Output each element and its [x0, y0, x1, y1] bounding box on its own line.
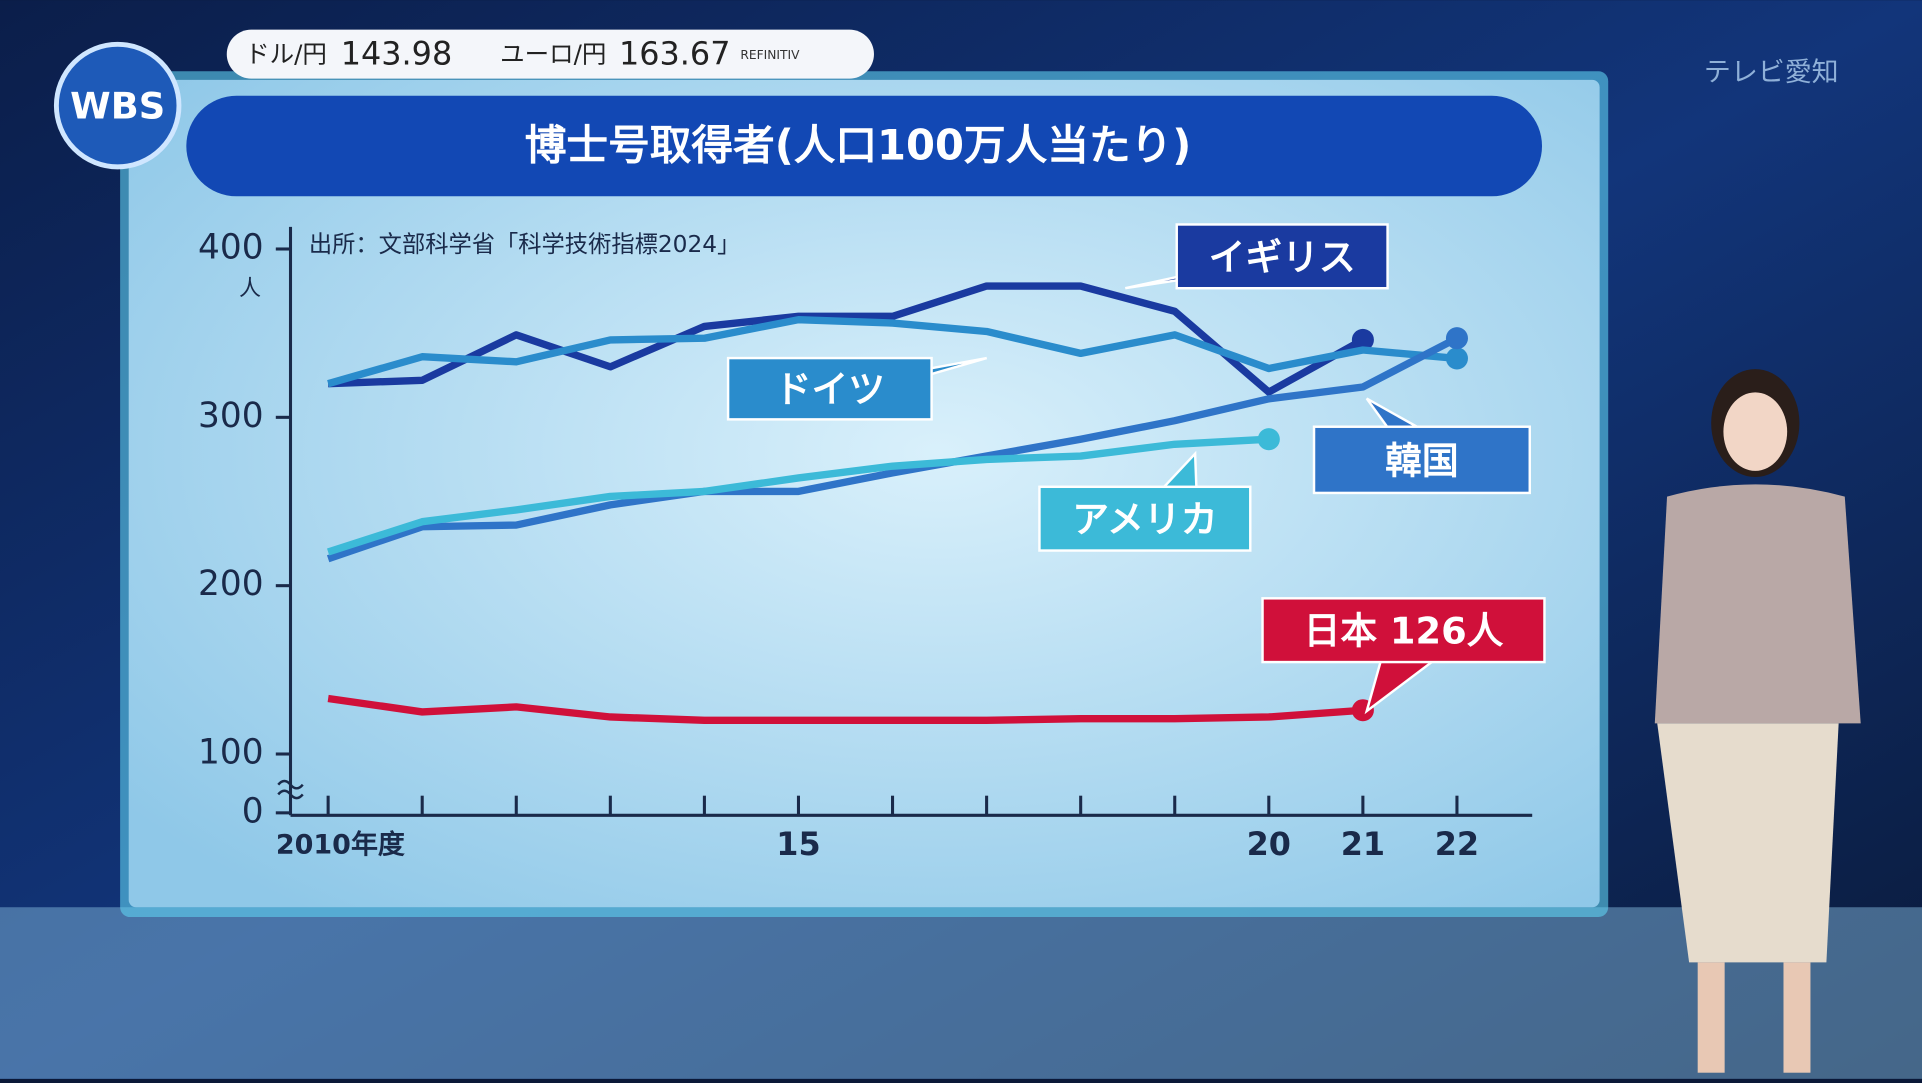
- y-tick-label: 400: [198, 227, 264, 267]
- callout-box: [1175, 223, 1389, 290]
- axis-break: [277, 779, 304, 800]
- ticker-value: 163.67: [619, 34, 730, 72]
- series-line: [328, 282, 1365, 396]
- source-note: 出所：文部科学省「科学技術指標2024」: [309, 231, 740, 258]
- logo: WBS: [70, 85, 165, 128]
- series-line: [327, 316, 1458, 388]
- y-tick-label: 100: [198, 733, 264, 773]
- ticker-label: ユーロ/円: [500, 39, 606, 68]
- station-logo: テレビ愛知: [1704, 57, 1839, 88]
- legend-name: ドイツ: [775, 368, 885, 411]
- x-tick-label: 2010年度: [276, 828, 405, 860]
- y-tick-label: 200: [198, 564, 264, 604]
- x-tick-label: 22: [1435, 825, 1479, 863]
- y-unit: 人: [239, 276, 261, 301]
- chart-title: 博士号取得者(人口100万人当たり): [525, 120, 1192, 169]
- value-label: 126人: [1390, 609, 1504, 652]
- callout-box: [1038, 485, 1252, 552]
- series-line: [326, 334, 1459, 563]
- legend-label: イギリス: [1209, 235, 1356, 278]
- ticker-source: REFINITIV: [740, 48, 800, 62]
- ticker-label: ドル/円: [245, 39, 327, 68]
- series-line: [327, 694, 1364, 725]
- y-tick-label: 300: [198, 396, 264, 436]
- floor: [0, 907, 1922, 1079]
- series-line: [327, 435, 1270, 556]
- legend-label: ドイツ: [775, 368, 885, 411]
- x-tick-label: 15: [776, 825, 820, 863]
- jacket: [1654, 484, 1861, 724]
- y-tick-label: 0: [242, 791, 264, 831]
- plot: 0 100 200 300 400 2010年度 15 20 21 22 イギリスドイツ韓国アメリカ…: [198, 223, 1546, 863]
- end-dot: [1445, 327, 1468, 350]
- legend-name: 韓国: [1385, 439, 1459, 482]
- legend-name: アメリカ: [1072, 498, 1217, 541]
- end-dot: [1257, 428, 1280, 451]
- face: [1723, 392, 1788, 471]
- skirt: [1657, 723, 1839, 963]
- legend-label: 韓国: [1385, 439, 1459, 482]
- x-tick-label: 20: [1247, 825, 1291, 863]
- title-bar: [186, 95, 1543, 197]
- legend-label: 日本 126人: [1304, 609, 1504, 652]
- ticker-value: 143.98: [341, 34, 452, 72]
- leg: [1783, 962, 1811, 1073]
- ticker-bar: [226, 29, 874, 79]
- legend-label: アメリカ: [1072, 498, 1217, 541]
- legend-name: 日本: [1304, 609, 1378, 652]
- callout-box: [1312, 425, 1531, 495]
- presenter: [1654, 369, 1861, 1073]
- legend-name: イギリス: [1209, 235, 1356, 278]
- logo-circle: [53, 41, 182, 170]
- callout-box: [726, 356, 933, 421]
- end-dot: [1445, 347, 1468, 370]
- end-dot: [1351, 328, 1374, 351]
- x-tick-label: 21: [1341, 825, 1385, 863]
- callout-box: [1261, 597, 1546, 664]
- leg: [1697, 962, 1725, 1073]
